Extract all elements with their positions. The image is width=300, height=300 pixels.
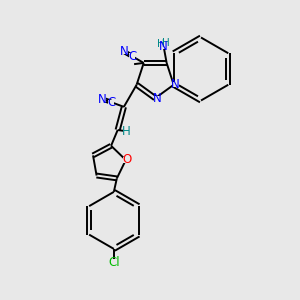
Text: N: N: [159, 40, 168, 53]
FancyBboxPatch shape: [155, 41, 172, 49]
Text: N: N: [98, 93, 107, 106]
Text: C: C: [128, 50, 136, 63]
Text: N: N: [171, 78, 180, 91]
FancyBboxPatch shape: [108, 100, 115, 105]
FancyBboxPatch shape: [172, 82, 178, 88]
Text: C: C: [107, 96, 115, 109]
FancyBboxPatch shape: [123, 129, 130, 134]
FancyBboxPatch shape: [154, 95, 160, 101]
Text: H: H: [122, 125, 131, 138]
FancyBboxPatch shape: [121, 49, 128, 54]
Text: H: H: [162, 38, 170, 48]
FancyBboxPatch shape: [129, 53, 135, 59]
Text: Cl: Cl: [108, 256, 120, 269]
FancyBboxPatch shape: [123, 157, 130, 163]
Text: O: O: [122, 154, 131, 166]
Text: N: N: [153, 92, 161, 105]
FancyBboxPatch shape: [107, 259, 121, 266]
Text: N: N: [120, 45, 129, 58]
FancyBboxPatch shape: [99, 96, 106, 102]
Text: H: H: [158, 39, 165, 49]
